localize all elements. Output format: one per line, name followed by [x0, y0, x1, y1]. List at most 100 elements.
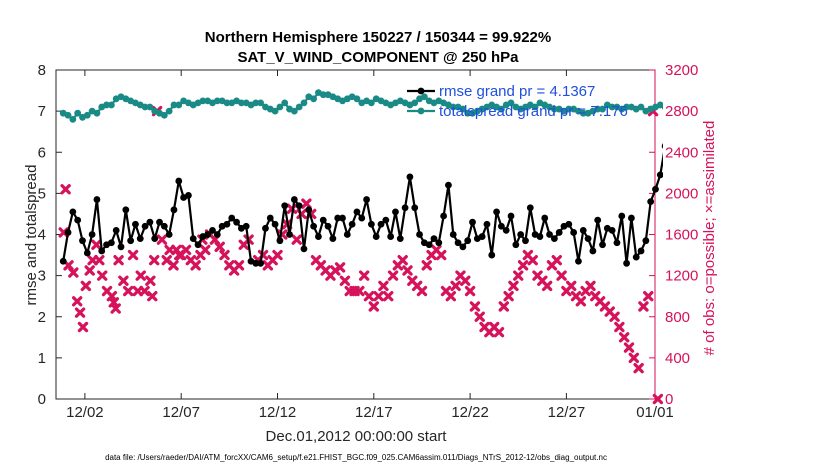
obs-assimilated-marker — [498, 301, 510, 312]
rmse-point — [772, 248, 779, 255]
obs-assimilated-marker — [633, 362, 644, 374]
obs-assimilated-marker — [358, 270, 370, 281]
rmse-point — [565, 220, 573, 228]
totalspread-point — [700, 97, 707, 104]
totalspread-point — [213, 97, 221, 105]
x-tick-label: 12/22 — [451, 404, 489, 421]
totalspread-point — [300, 99, 308, 107]
rmse-point — [59, 257, 67, 265]
rmse-point — [570, 229, 578, 236]
rmse-point — [132, 220, 139, 228]
obs-assimilated-marker — [387, 270, 399, 281]
rmse-point — [440, 212, 448, 220]
obs-assimilated-marker — [339, 275, 351, 286]
rmse-point — [825, 231, 830, 238]
rmse-point — [768, 239, 775, 246]
totalspread-point — [411, 99, 419, 107]
obs-assimilated-marker — [135, 270, 146, 281]
obs-assimilated-marker — [551, 255, 562, 266]
rmse-point — [686, 202, 693, 209]
rmse-point — [681, 165, 688, 172]
obs-assimilated-marker — [566, 280, 577, 292]
rmse-point — [517, 231, 525, 238]
rmse-point — [656, 171, 663, 179]
obs-assimilated-marker — [123, 285, 134, 297]
totalspread-point — [724, 97, 731, 104]
obs-assimilated-marker — [368, 301, 379, 312]
obs-assimilated-marker — [233, 260, 245, 271]
y-tick-label: 0 — [38, 391, 46, 408]
totalspread-point — [464, 109, 472, 117]
rmse-point — [744, 243, 751, 250]
rmse-point — [213, 231, 221, 238]
rmse-point — [353, 208, 361, 216]
obs-assimilated-marker — [97, 270, 108, 281]
rmse-point — [739, 233, 746, 240]
totalspread-point — [507, 99, 515, 107]
obs-assimilated-marker — [301, 198, 312, 209]
totalspread-point — [497, 105, 505, 113]
rmse-point — [348, 220, 356, 228]
rmse-point — [507, 212, 515, 220]
rmse-point — [334, 214, 342, 222]
rmse-point — [719, 235, 726, 242]
rmse-point — [363, 196, 370, 203]
rmse-point — [497, 222, 505, 230]
totalspread-point — [695, 95, 702, 102]
obs-assimilated-marker — [180, 244, 192, 256]
rmse-point — [435, 239, 443, 247]
obs-assimilated-marker — [373, 290, 384, 302]
obs-assimilated-marker — [139, 285, 150, 297]
rmse-point — [661, 143, 663, 149]
rmse-point — [618, 212, 626, 220]
totalspread-point — [729, 100, 736, 107]
totalspread-point — [141, 103, 149, 111]
obs-assimilated-marker — [91, 239, 102, 250]
rmse-point — [801, 229, 808, 236]
obs-assimilated-marker — [517, 260, 529, 271]
obs-assimilated-marker — [200, 244, 211, 256]
rmse-point — [753, 241, 760, 248]
rmse-point — [541, 214, 549, 222]
rmse-point — [787, 254, 794, 261]
obs-assimilated-marker — [363, 290, 375, 302]
rmse-point — [637, 247, 645, 255]
totalspread-point — [768, 95, 775, 102]
totalspread-point — [656, 101, 663, 109]
chart-subtitle: SAT_V_WIND_COMPONENT @ 250 hPa — [237, 49, 519, 66]
rmse-point — [382, 216, 390, 224]
rmse-point — [632, 253, 640, 261]
obs-assimilated-marker — [609, 311, 620, 322]
rmse-point — [112, 226, 120, 234]
rmse-point — [300, 245, 308, 253]
rmse-point — [758, 248, 765, 255]
obs-assimilated-marker — [628, 352, 640, 364]
totalspread-point — [165, 107, 173, 115]
obs-assimilated-marker — [450, 280, 461, 292]
y-axis-label: rmse and totalspread — [23, 165, 40, 306]
rmse-point — [488, 251, 496, 259]
rmse-point — [290, 196, 298, 203]
totalspread-point — [710, 95, 717, 102]
rmse-point — [797, 237, 804, 244]
obs-assimilated-marker — [60, 184, 71, 195]
rmse-point — [589, 247, 597, 255]
rmse-point — [233, 218, 240, 226]
totalspread-legend-label: totalspread grand pr = 7.176 — [439, 103, 628, 120]
totalspread-point — [83, 111, 91, 119]
rmse-point — [271, 220, 279, 228]
totalspread-point — [676, 93, 683, 100]
rmse-point — [396, 235, 404, 243]
rmse-point — [594, 216, 602, 224]
totalspread-point — [608, 103, 616, 111]
totalspread-point — [252, 99, 260, 107]
rmse-point — [151, 235, 159, 243]
totalspread-point — [811, 93, 818, 100]
rmse-point — [367, 220, 375, 228]
rmse-point — [228, 214, 236, 222]
rmse-point — [276, 237, 284, 245]
totalspread-point — [257, 99, 265, 107]
y-right-tick-label: 2000 — [665, 185, 698, 202]
totalspread-point — [816, 95, 823, 102]
rmse-point — [608, 226, 616, 234]
